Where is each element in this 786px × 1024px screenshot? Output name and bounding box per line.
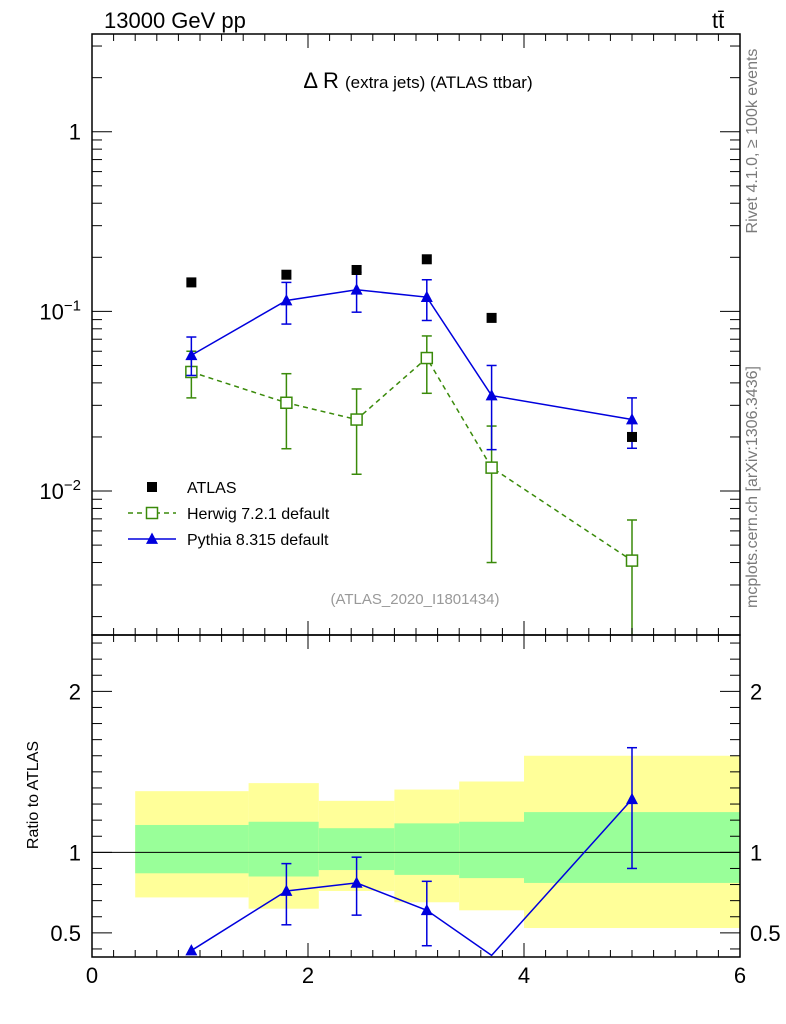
atlas-uncertainty-inner [394, 823, 460, 875]
ratio-pythia-point [626, 792, 638, 805]
y-tick-label-right: 2 [750, 679, 762, 704]
atlas-point [627, 431, 637, 442]
y-tick-label: 0.5 [50, 921, 81, 946]
ratio-ylabel: Ratio to ATLAS [25, 741, 42, 849]
y-tick-label-right: 1 [750, 840, 762, 865]
atlas-point [486, 312, 497, 323]
atlas-point [186, 277, 197, 288]
atlas-uncertainty-inner [135, 824, 249, 874]
legend-pythia-label: Pythia 8.315 default [187, 532, 329, 549]
pythia-point [420, 290, 433, 303]
ratio-pythia-point [280, 884, 293, 896]
x-tick-label: 2 [302, 963, 314, 988]
plot-title: Δ R (extra jets) (ATLAS ttbar) [303, 68, 532, 93]
pythia-point [485, 389, 498, 401]
pythia-point [185, 348, 198, 361]
pythia-point [280, 294, 293, 306]
herwig-line [191, 356, 633, 562]
pythia-point [626, 413, 638, 425]
legend-atlas-marker [147, 482, 157, 492]
x-tick-label: 6 [734, 963, 746, 988]
pythia-point [350, 283, 363, 295]
ratio-pythia-line [190, 798, 633, 957]
rivet-label: Rivet 4.1.0, ≥ 100k events [744, 48, 761, 234]
energy-label: 13000 GeV pp [104, 8, 246, 33]
y-tick-label: 10−2 [39, 477, 81, 504]
pythia-line [190, 288, 633, 421]
x-tick-label: 4 [518, 963, 530, 988]
legend-herwig-label: Herwig 7.2.1 default [187, 506, 330, 523]
legend-herwig-marker [145, 506, 159, 520]
ratio-pythia-point [185, 944, 198, 956]
atlas-point [281, 269, 292, 280]
herwig-point [420, 351, 434, 365]
atlas-uncertainty-inner [459, 821, 524, 879]
y-tick-label: 10−1 [39, 297, 81, 324]
y-tick-label: 2 [69, 679, 81, 704]
mcplots-label: mcplots.cern.ch [arXiv:1306.3436] [744, 366, 761, 608]
herwig-point [350, 413, 363, 426]
herwig-point [280, 396, 293, 410]
y-tick-label-right: 0.5 [750, 921, 781, 946]
ratio-pythia-point [420, 903, 433, 916]
herwig-point [485, 461, 498, 474]
herwig-point [625, 554, 639, 567]
ratio-pythia-point [350, 876, 363, 888]
legend-pythia-marker [146, 532, 158, 544]
y-tick-label: 1 [69, 120, 81, 145]
atlas-uncertainty-inner [248, 821, 319, 877]
atlas-point [421, 254, 432, 265]
y-tick-label: 1 [69, 840, 81, 865]
legend-atlas-label: ATLAS [187, 480, 237, 497]
process-label: tt̄ [712, 8, 725, 33]
atlas-point [351, 264, 362, 275]
analysis-watermark: (ATLAS_2020_I1801434) [330, 591, 499, 608]
x-tick-label: 0 [86, 963, 98, 988]
